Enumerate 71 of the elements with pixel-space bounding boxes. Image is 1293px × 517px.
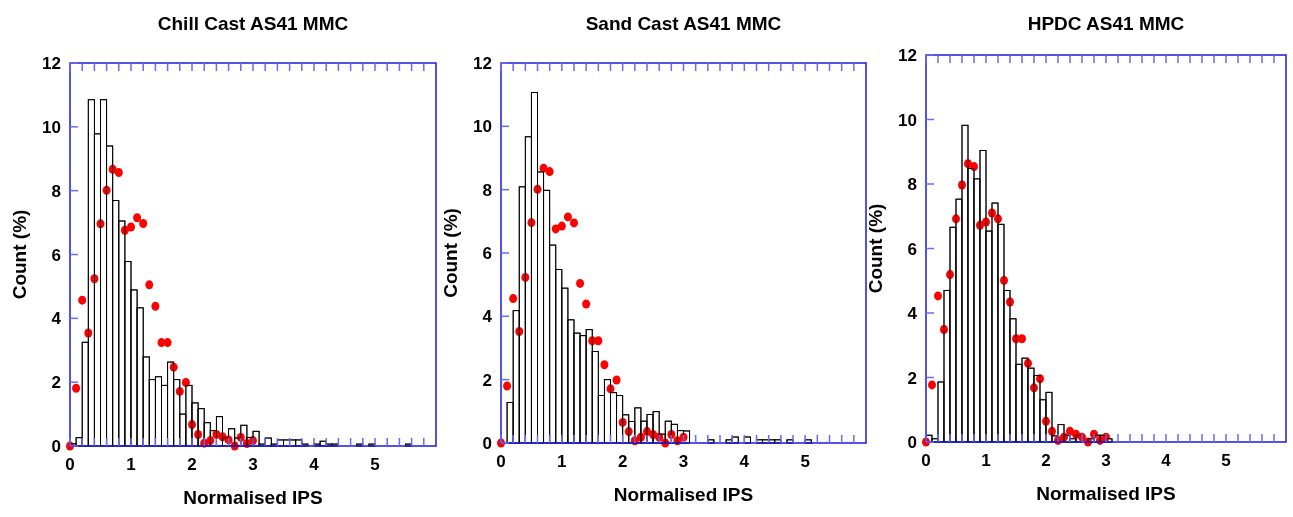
y-tick-label: 4 [907,304,918,323]
x-tick-label: 2 [187,455,197,474]
point [114,167,123,177]
y-tick-label: 8 [907,175,917,194]
chart-title: HPDC AS41 MMC [1027,13,1185,34]
point [928,380,936,390]
x-axis-title: Normalised IPS [183,487,323,508]
y-axis-title: Count (%) [440,208,461,298]
y-tick-label: 12 [42,54,61,73]
y-tick-label: 6 [51,245,61,265]
y-tick-label: 6 [482,244,492,263]
x-tick-label: 4 [739,452,750,471]
point [72,383,81,393]
x-axis-title: Normalised IPS [613,484,754,505]
point [503,381,512,391]
chart-title: Sand Cast AS41 MMC [585,13,782,34]
y-tick-label: 12 [473,54,492,73]
x-tick-label: 5 [800,452,810,471]
x-tick-label: 5 [370,455,380,474]
y-tick-label: 8 [482,180,492,200]
y-tick-label: 4 [51,309,62,329]
y-tick-label: 2 [907,368,917,388]
point [594,336,603,346]
point [509,294,518,304]
point [570,218,578,228]
point [163,338,172,348]
x-tick-label: 3 [1101,451,1111,470]
y-tick-label: 6 [907,239,917,259]
point [612,375,621,385]
point [563,212,572,222]
y-tick-label: 10 [898,110,917,130]
y-tick-label: 8 [51,181,61,201]
x-tick-label: 0 [496,452,506,471]
y-tick-label: 12 [898,46,917,65]
point [934,291,942,301]
point [127,222,135,232]
x-tick-label: 1 [126,455,136,474]
y-tick-label: 2 [482,370,492,390]
x-tick-label: 3 [248,455,258,474]
y-axis-title: Count (%) [9,209,30,300]
y-tick-label: 0 [482,434,492,453]
x-tick-label: 3 [678,452,689,471]
x-tick-label: 2 [617,452,628,471]
point [582,299,591,309]
point [576,278,585,288]
x-tick-label: 0 [921,451,931,470]
point [139,219,148,229]
point [78,295,87,305]
x-tick-label: 1 [557,452,567,471]
x-tick-label: 1 [981,451,991,470]
point [145,280,154,290]
y-tick-label: 10 [42,117,61,137]
y-tick-label: 10 [473,117,492,137]
point [545,167,554,177]
y-tick-label: 0 [907,433,917,452]
point [133,213,142,223]
x-axis-title: Normalised IPS [1036,483,1176,504]
point [557,221,566,231]
x-tick-label: 4 [309,455,320,474]
point [600,360,609,370]
y-tick-label: 2 [51,373,61,393]
x-tick-label: 2 [1041,451,1051,470]
x-tick-label: 5 [1221,451,1231,470]
y-tick-label: 0 [51,437,61,456]
point [151,301,160,311]
x-tick-label: 0 [65,455,75,474]
y-tick-label: 4 [482,307,493,327]
x-tick-label: 4 [1161,451,1172,470]
chart-title: Chill Cast AS41 MMC [157,13,349,34]
y-axis-title: Count (%) [865,203,886,294]
point [1018,334,1026,344]
